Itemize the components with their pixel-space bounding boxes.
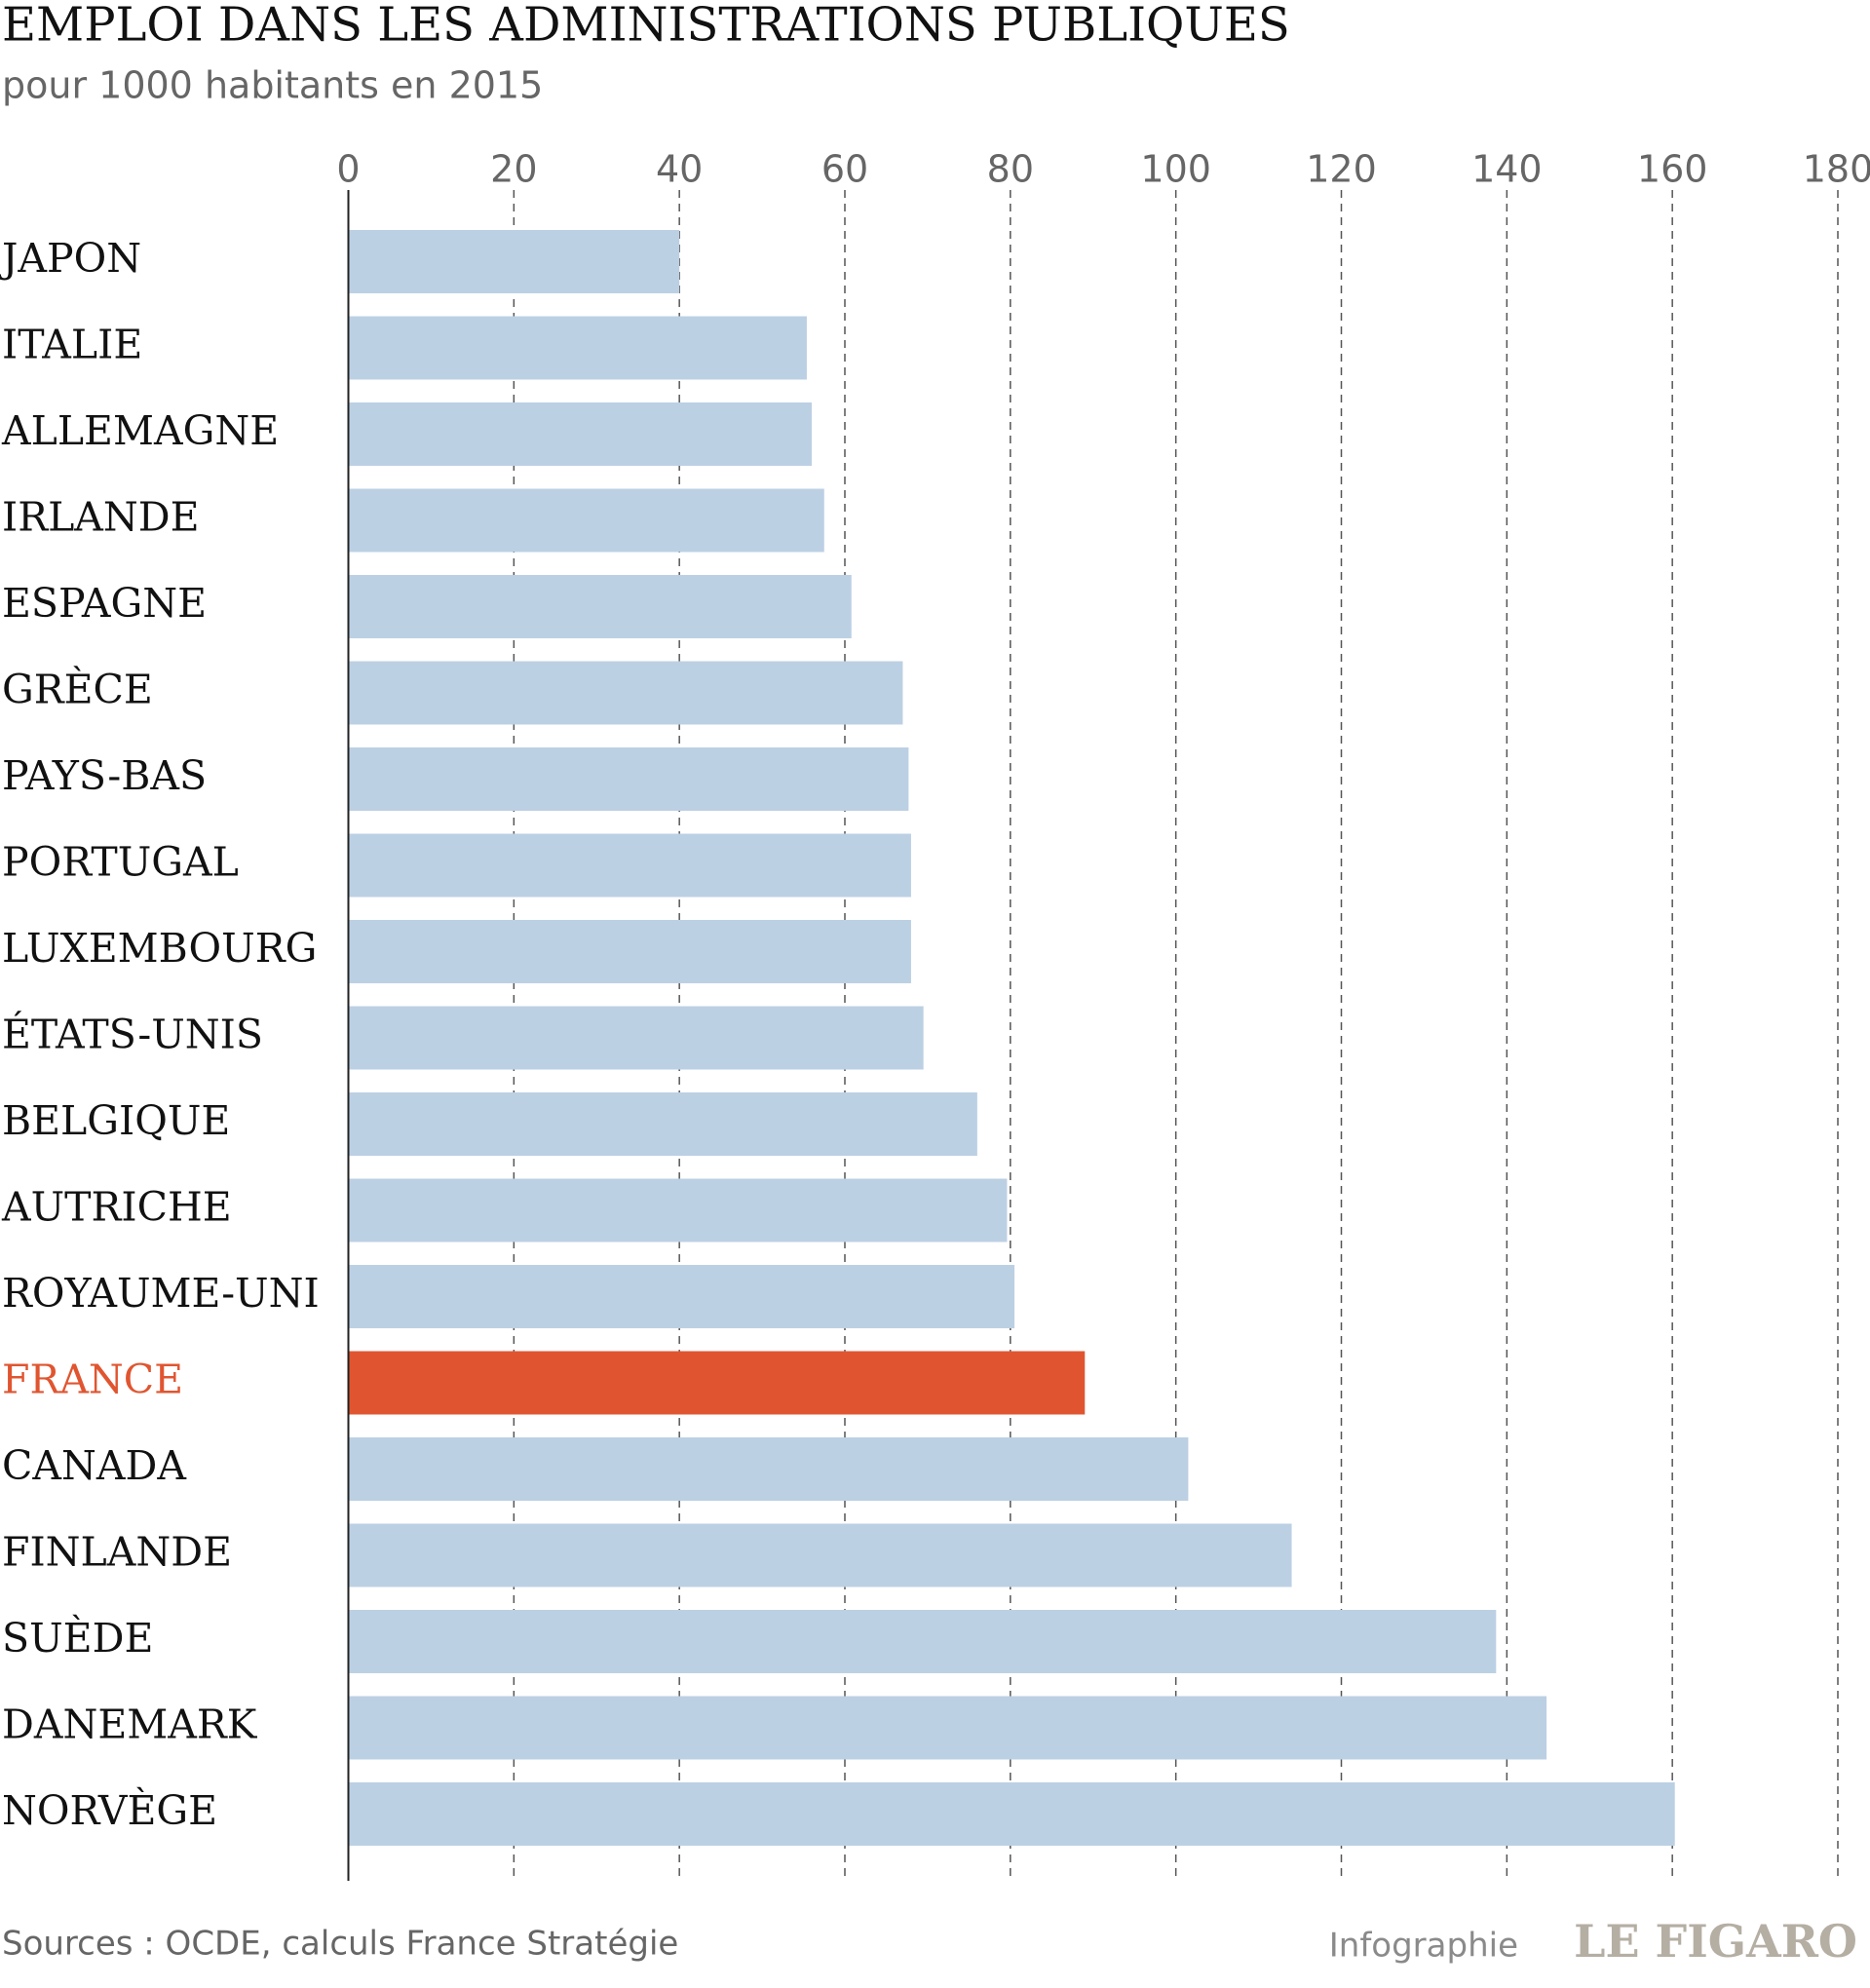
y-tick-label: FINLANDE bbox=[2, 1529, 232, 1576]
x-tick-label: 40 bbox=[656, 148, 703, 191]
bar bbox=[348, 402, 813, 466]
x-tick-label: 180 bbox=[1803, 148, 1870, 191]
chart-subtitle: pour 1000 habitants en 2015 bbox=[2, 64, 543, 107]
bar bbox=[348, 1265, 1015, 1328]
y-tick-label: PAYS-BAS bbox=[2, 752, 207, 799]
x-tick-label: 120 bbox=[1306, 148, 1377, 191]
bar bbox=[348, 661, 903, 725]
y-tick-label: FRANCE bbox=[2, 1357, 183, 1403]
bar bbox=[348, 575, 852, 638]
bar bbox=[348, 833, 911, 898]
bar bbox=[348, 1610, 1497, 1673]
x-tick-label: 140 bbox=[1471, 148, 1543, 191]
y-tick-label: DANEMARK bbox=[2, 1701, 258, 1748]
y-tick-label: JAPON bbox=[0, 235, 141, 282]
bar bbox=[348, 488, 824, 553]
x-tick-label: 0 bbox=[336, 148, 360, 191]
y-tick-label: LUXEMBOURG bbox=[2, 925, 317, 972]
y-tick-label: GRÈCE bbox=[2, 666, 153, 713]
bar bbox=[348, 1351, 1086, 1415]
bar bbox=[348, 1092, 977, 1156]
source: Sources : OCDE, calculs France Stratégie bbox=[2, 1925, 678, 1964]
y-tick-label: PORTUGAL bbox=[2, 839, 239, 886]
x-tick-label: 60 bbox=[821, 148, 868, 191]
y-tick-label: AUTRICHE bbox=[1, 1184, 232, 1231]
y-tick-label: BELGIQUE bbox=[2, 1097, 230, 1144]
credit-label: Infographie bbox=[1329, 1927, 1518, 1966]
y-tick-label: NORVÈGE bbox=[2, 1786, 217, 1834]
y-tick-label: CANADA bbox=[2, 1442, 187, 1489]
y-tick-label: ROYAUME-UNI bbox=[2, 1270, 320, 1317]
y-tick-label: ALLEMAGNE bbox=[1, 407, 279, 454]
bar bbox=[348, 230, 680, 293]
y-tick-label: SUÈDE bbox=[2, 1614, 153, 1662]
y-tick-label: IRLANDE bbox=[2, 494, 200, 541]
bar bbox=[348, 1006, 924, 1070]
bar bbox=[348, 316, 807, 380]
y-tick-label: ITALIE bbox=[2, 322, 142, 368]
chart-title: EMPLOI DANS LES ADMINISTRATIONS PUBLIQUE… bbox=[2, 0, 1290, 53]
y-tick-label: ÉTATS-UNIS bbox=[2, 1011, 263, 1058]
bar bbox=[348, 920, 911, 983]
bar bbox=[348, 1782, 1675, 1846]
x-tick-label: 20 bbox=[490, 148, 537, 191]
credit-brand: LE FIGARO bbox=[1574, 1915, 1857, 1968]
x-tick-label: 80 bbox=[987, 148, 1034, 191]
bar bbox=[348, 1437, 1189, 1501]
y-tick-label: ESPAGNE bbox=[2, 580, 207, 627]
bar bbox=[348, 747, 909, 811]
bar bbox=[348, 1523, 1292, 1587]
bar bbox=[348, 1696, 1547, 1760]
x-tick-label: 160 bbox=[1637, 148, 1708, 191]
x-tick-label: 100 bbox=[1140, 148, 1211, 191]
bar bbox=[348, 1178, 1008, 1242]
